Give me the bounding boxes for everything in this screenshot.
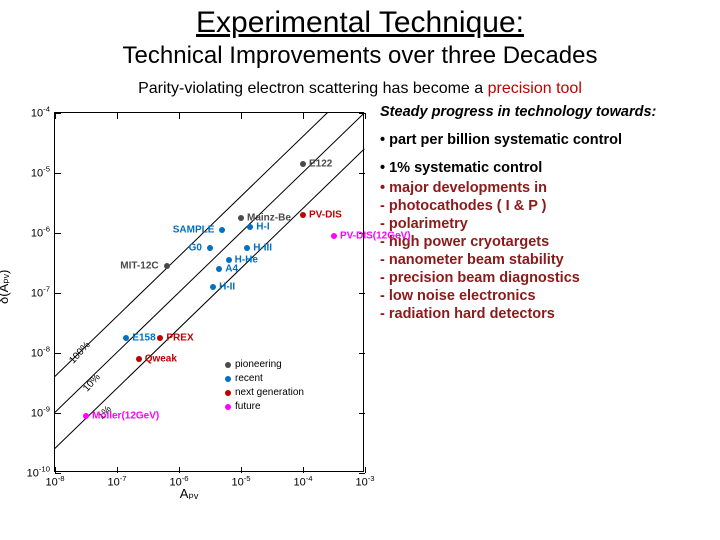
data-point-label: PREX (166, 333, 193, 344)
legend-label: future (235, 400, 261, 414)
data-point (300, 161, 306, 167)
diagonal-line (54, 112, 365, 413)
right-column: Steady progress in technology towards: p… (374, 104, 720, 322)
bullet-2: 1% systematic control (380, 160, 714, 176)
xtick-label: 10-3 (345, 474, 385, 489)
legend-label: recent (235, 372, 263, 386)
pct-label: 100% (67, 340, 92, 366)
data-point (83, 413, 89, 419)
data-point (244, 245, 250, 251)
data-point (219, 227, 225, 233)
ytick-label: 10-9 (22, 405, 50, 420)
dev-item-1: - polarimetry (380, 216, 714, 232)
legend-dot (225, 390, 231, 396)
data-point (164, 263, 170, 269)
data-point (226, 257, 232, 263)
ytick-label: 10-4 (22, 105, 50, 120)
data-point-label: G0 (189, 243, 202, 254)
subtitle-highlight: precision tool (488, 80, 582, 97)
diagonal-line (54, 148, 365, 449)
data-point-label: E158 (132, 333, 155, 344)
plot-area: 10-810-710-610-510-410-3100%10%1%E122Mai… (54, 112, 364, 472)
dev-item-2: - high power cryotargets (380, 234, 714, 250)
data-point (331, 233, 337, 239)
subtitle-prefix: Parity-violating electron scattering has… (138, 80, 488, 97)
legend-dot (225, 404, 231, 410)
data-point-label: Moller(12GeV) (92, 411, 159, 422)
data-point-label: Qweak (145, 354, 177, 365)
pct-label: 10% (81, 372, 103, 394)
data-point (136, 356, 142, 362)
data-point (157, 335, 163, 341)
subtitle: Parity-violating electron scattering has… (0, 70, 720, 98)
data-point (216, 266, 222, 272)
legend-dot (225, 362, 231, 368)
bullet-1: part per billion systematic control (380, 132, 714, 148)
y-axis-label: δ(Aₚᵥ) (0, 270, 12, 304)
legend-label: pioneering (235, 358, 282, 372)
data-point (210, 284, 216, 290)
ytick-label: 10-8 (22, 345, 50, 360)
xtick-label: 10-4 (283, 474, 323, 489)
data-point-label: SAMPLE (173, 225, 215, 236)
data-point-label: PV-DIS(12GeV) (340, 231, 411, 242)
dev-item-5: - low noise electronics (380, 288, 714, 304)
data-point-label: PV-DIS (309, 210, 342, 221)
x-axis-label: Aₚᵥ (180, 486, 198, 502)
data-point-label: E122 (309, 159, 332, 170)
xtick-label: 10-5 (221, 474, 261, 489)
legend-label: next generation (235, 386, 304, 400)
title-sub: Technical Improvements over three Decade… (0, 40, 720, 70)
data-point-label: H-II (219, 282, 235, 293)
data-point-label: H-III (253, 243, 272, 254)
content-row: δ(Aₚᵥ) 10-8 10-7 10-6 10-5 10-4 10-3 100% 10% 1%… (0, 98, 720, 504)
ytick-label: 10-7 (22, 285, 50, 300)
ytick-label: 10-5 (22, 165, 50, 180)
ytick-label: 10-10 (22, 465, 50, 480)
data-point (238, 215, 244, 221)
chart: δ(Aₚᵥ) 10-810-710-610-510-410-3100%10%1%… (4, 104, 374, 504)
data-point-label: A4 (225, 264, 238, 275)
legend-dot (225, 376, 231, 382)
bullet-3: major developments in (380, 180, 714, 196)
xtick-label: 10-7 (97, 474, 137, 489)
dev-item-4: - precision beam diagnostics (380, 270, 714, 286)
data-point (123, 335, 129, 341)
data-point (247, 224, 253, 230)
data-point (300, 212, 306, 218)
dev-item-6: - radiation hard detectors (380, 306, 714, 322)
dev-item-0: - photocathodes ( I & P ) (380, 198, 714, 214)
lead-text: Steady progress in technology towards: (380, 104, 714, 120)
dev-item-3: - nanometer beam stability (380, 252, 714, 268)
title-main: Experimental Technique: (0, 0, 720, 40)
data-point-label: H-I (256, 222, 269, 233)
data-point-label: MIT-12C (120, 261, 158, 272)
legend: pioneeringrecentnext generationfuture (225, 358, 304, 414)
ytick-label: 10-6 (22, 225, 50, 240)
data-point (207, 245, 213, 251)
